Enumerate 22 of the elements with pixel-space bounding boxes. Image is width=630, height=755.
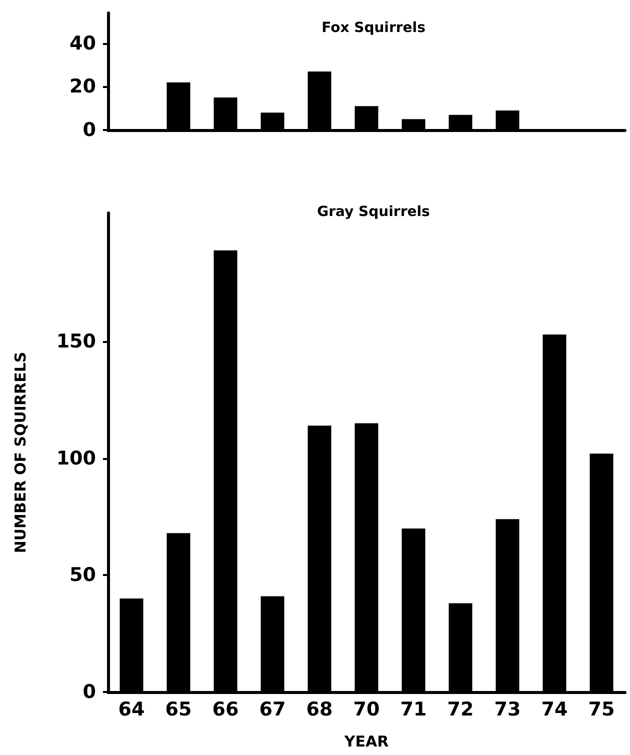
y-tick-label: 20 — [70, 76, 96, 98]
y-tick-label: 50 — [70, 564, 96, 586]
x-tick-label: 72 — [447, 698, 474, 720]
x-tick-label: 65 — [165, 698, 192, 720]
y-tick-label: 150 — [56, 330, 96, 353]
x-tick-label: 74 — [541, 698, 568, 720]
y-tick-label: 0 — [82, 681, 96, 703]
x-tick-label: 66 — [212, 698, 239, 720]
chart-title: Gray Squirrels — [317, 204, 430, 220]
x-axis-title: YEAR — [343, 732, 390, 750]
x-tick-label: 75 — [588, 698, 615, 720]
y-tick-label: 0 — [82, 119, 96, 141]
x-tick-label: 64 — [118, 698, 145, 720]
x-tick-label: 73 — [494, 698, 521, 720]
y-tick-label: 100 — [56, 447, 96, 470]
y-tick-label: 40 — [70, 32, 96, 54]
x-tick-label: 68 — [306, 698, 333, 720]
x-tick-label: 67 — [259, 698, 286, 720]
x-tick-label: 71 — [400, 698, 427, 720]
x-tick-label: 70 — [353, 698, 380, 720]
text: Fox Squirrels — [322, 20, 426, 36]
y-axis-title: NUMBER OF SQUIRRELS — [12, 352, 30, 554]
